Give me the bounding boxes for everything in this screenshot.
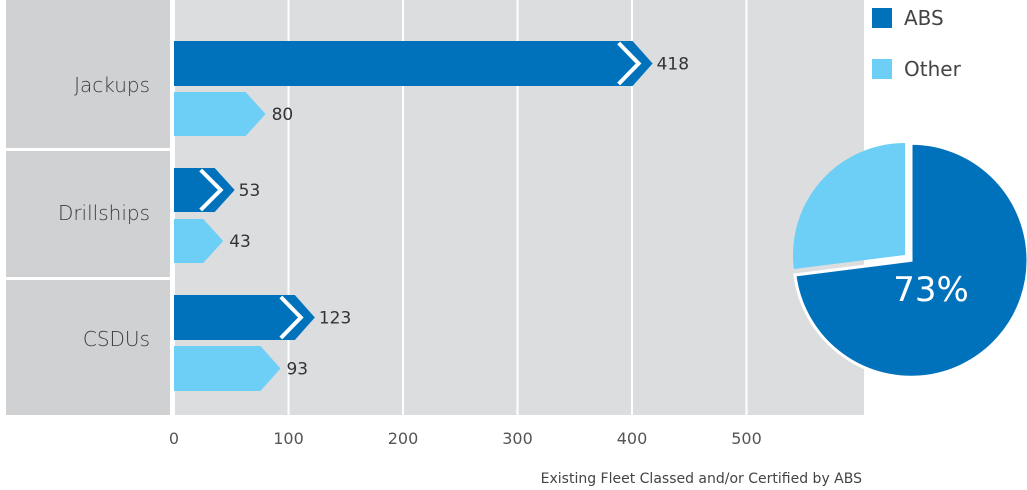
value-label-abs-drillships: 53 [239, 181, 261, 201]
bar-abs-drillships [174, 168, 235, 212]
bar-abs-chevron-jackups [617, 41, 642, 86]
value-label-abs-jackups: 418 [657, 55, 689, 75]
bar-abs-csdus [174, 295, 315, 340]
legend-label-other: Other [904, 57, 962, 81]
bar-abs-chevron-drillships [199, 168, 224, 212]
pie-slice-other [793, 143, 905, 270]
category-panel-jackups [6, 0, 170, 148]
pie-chart [793, 141, 1027, 379]
x-tick-label-100: 100 [273, 429, 304, 448]
category-label-csdus: CSDUs [83, 327, 150, 351]
bar-other-jackups [174, 92, 266, 136]
bar-other-csdus [174, 346, 281, 391]
x-tick-label-400: 400 [617, 429, 648, 448]
bar-abs-chevron-csdus [279, 295, 304, 340]
value-label-other-csdus: 93 [286, 360, 308, 380]
category-panel-drillships [6, 151, 170, 277]
value-label-other-jackups: 80 [272, 105, 294, 125]
legend-swatch-abs [872, 8, 892, 28]
pie-percent-label: 73% [893, 270, 969, 310]
value-label-abs-csdus: 123 [319, 309, 351, 329]
bar-abs-jackups [174, 41, 653, 86]
x-tick-label-300: 300 [502, 429, 533, 448]
bars: 418 80 53 43 123 93 [174, 41, 689, 391]
x-axis-label: Existing Fleet Classed and/or Certified … [541, 471, 862, 487]
legend-label-abs: ABS [904, 6, 944, 30]
x-tick-label-200: 200 [388, 429, 419, 448]
bar-other-drillships [174, 219, 224, 263]
category-label-jackups: Jackups [74, 73, 150, 97]
x-tick-label-500: 500 [731, 429, 762, 448]
pie-slice-abs [793, 141, 1027, 379]
value-label-other-drillships: 43 [229, 232, 251, 252]
category-panel-csdus [6, 280, 170, 415]
x-tick-label-0: 0 [169, 429, 179, 448]
legend-swatch-other [872, 59, 892, 79]
category-label-drillships: Drillships [58, 201, 150, 225]
